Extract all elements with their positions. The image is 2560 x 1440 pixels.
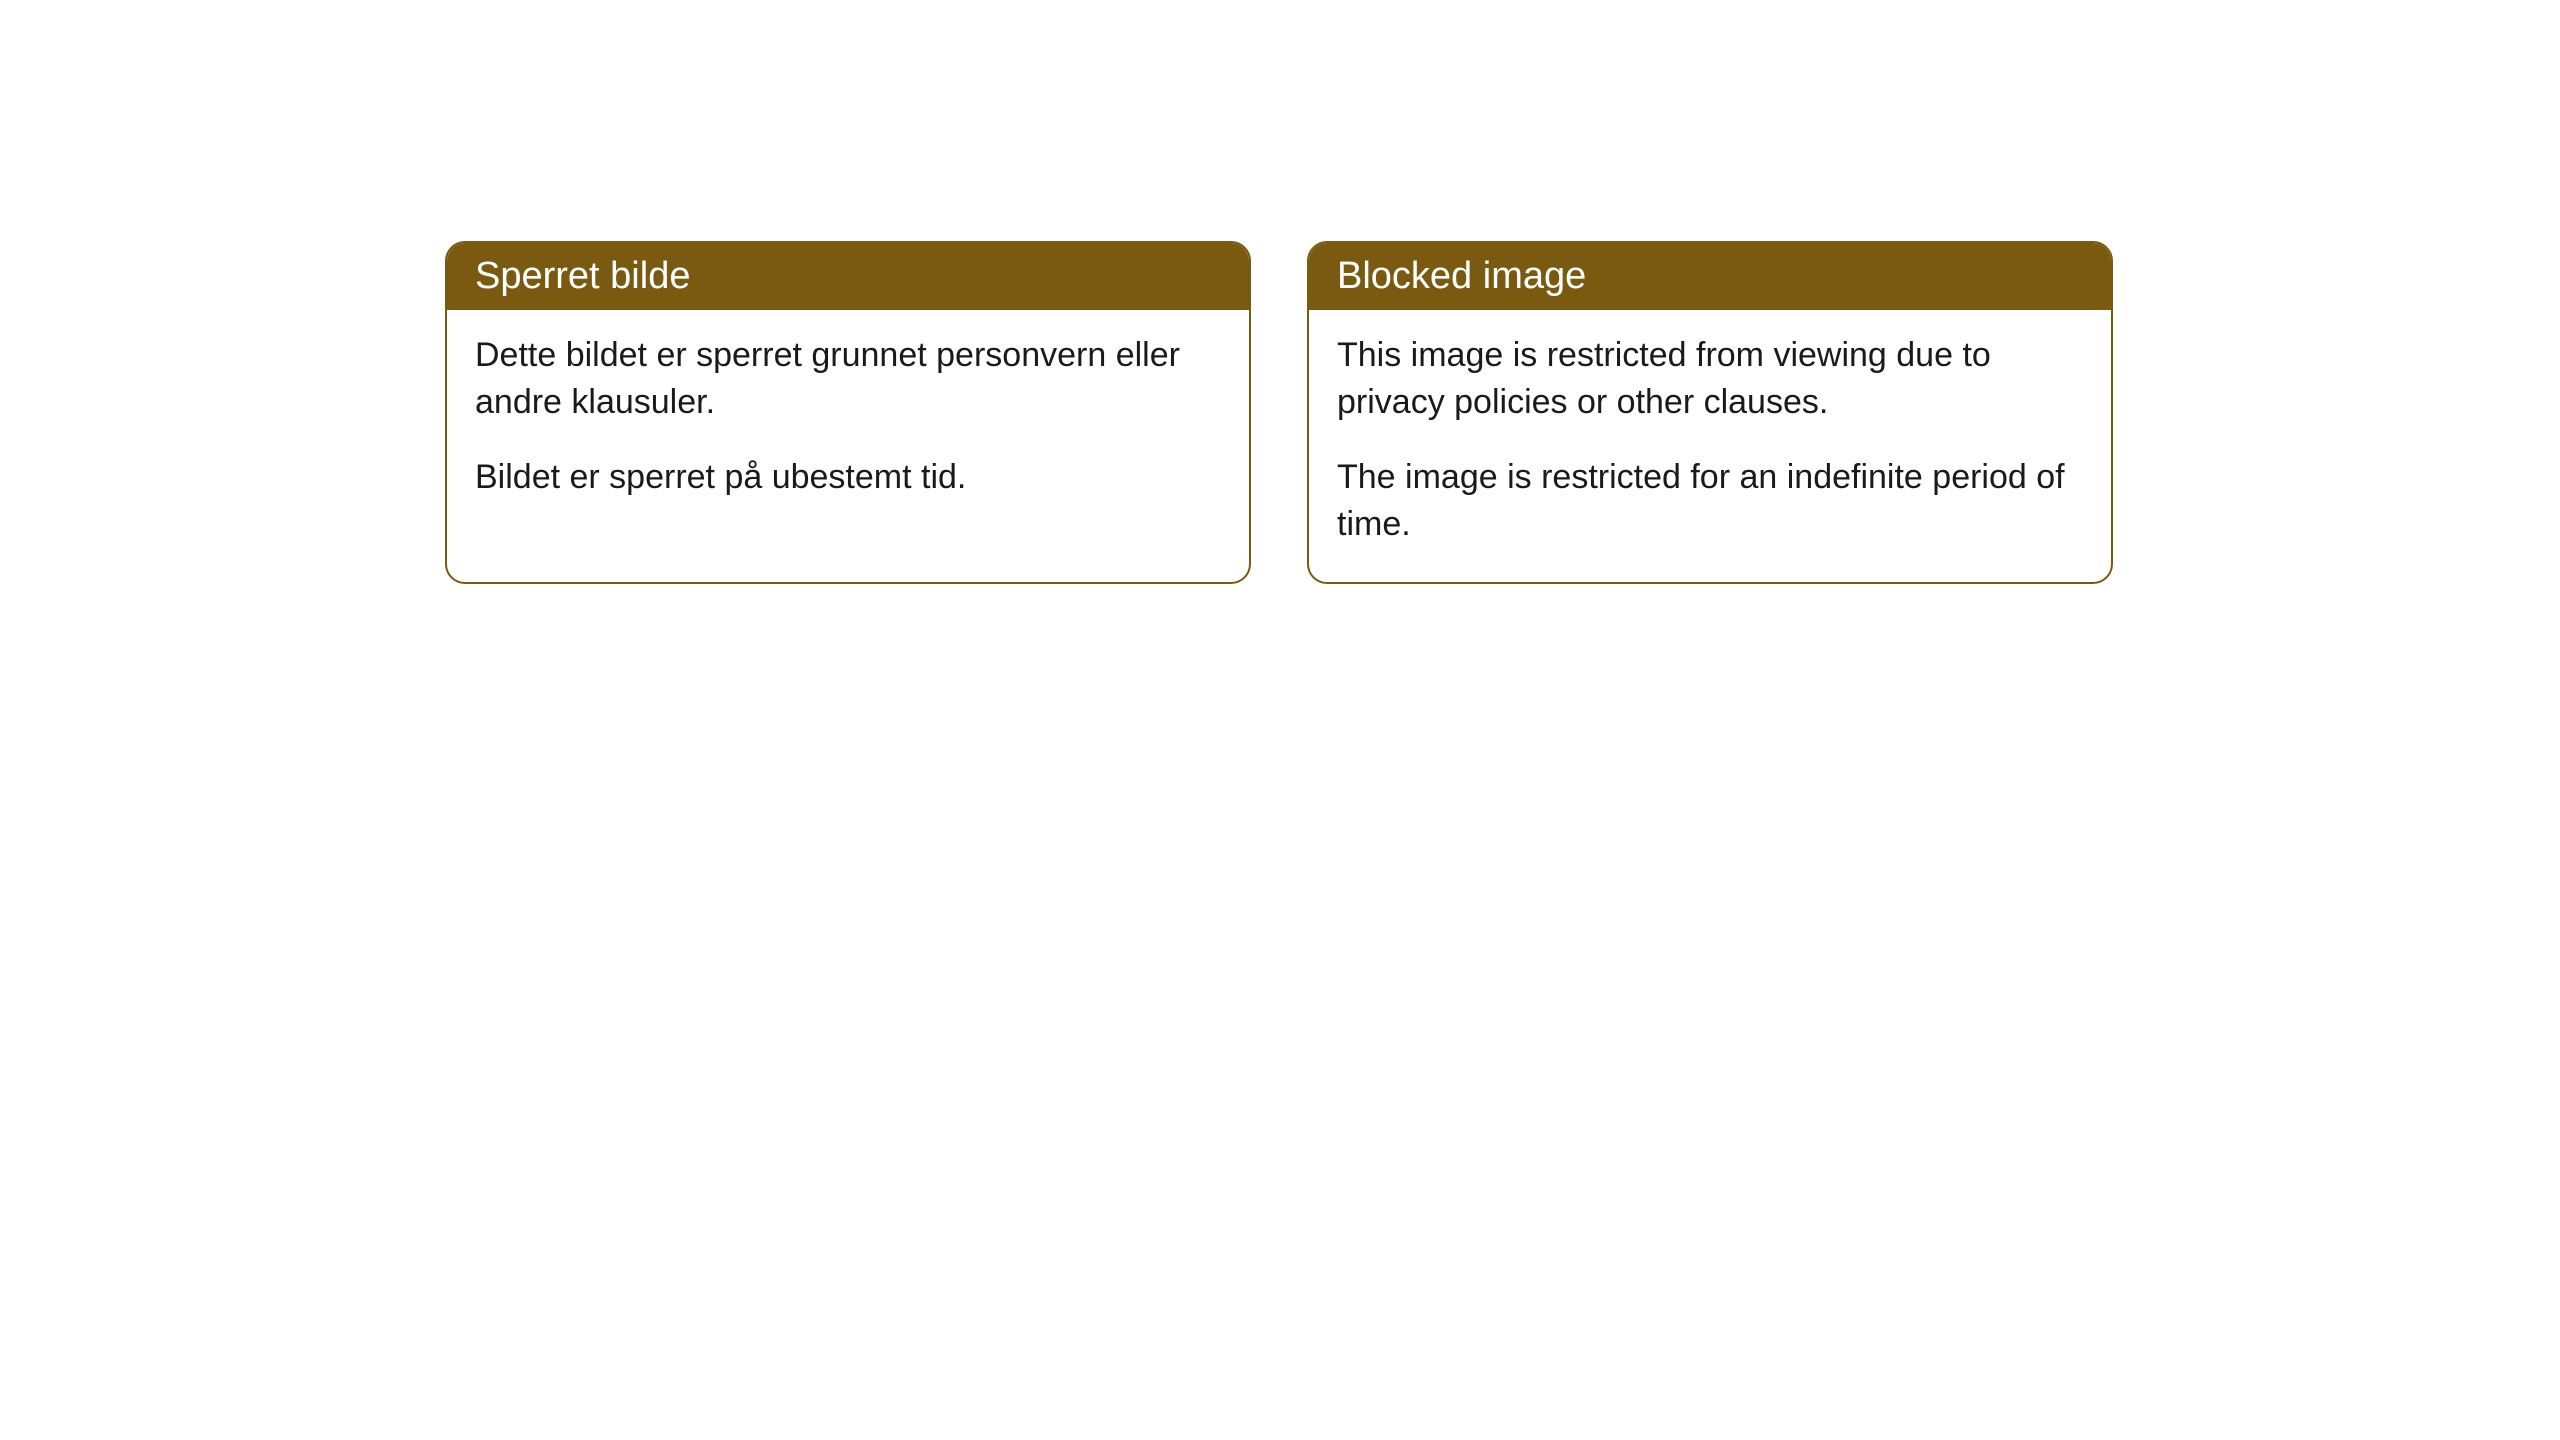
card-paragraph-2-en: The image is restricted for an indefinit…: [1337, 454, 2083, 548]
card-paragraph-2-no: Bildet er sperret på ubestemt tid.: [475, 454, 1221, 501]
cards-container: Sperret bilde Dette bildet er sperret gr…: [445, 241, 2113, 584]
card-paragraph-1-no: Dette bildet er sperret grunnet personve…: [475, 332, 1221, 426]
blocked-image-card-no: Sperret bilde Dette bildet er sperret gr…: [445, 241, 1251, 584]
card-body-en: This image is restricted from viewing du…: [1309, 310, 2111, 582]
card-paragraph-1-en: This image is restricted from viewing du…: [1337, 332, 2083, 426]
card-header-en: Blocked image: [1309, 243, 2111, 310]
blocked-image-card-en: Blocked image This image is restricted f…: [1307, 241, 2113, 584]
card-header-no: Sperret bilde: [447, 243, 1249, 310]
card-body-no: Dette bildet er sperret grunnet personve…: [447, 310, 1249, 535]
